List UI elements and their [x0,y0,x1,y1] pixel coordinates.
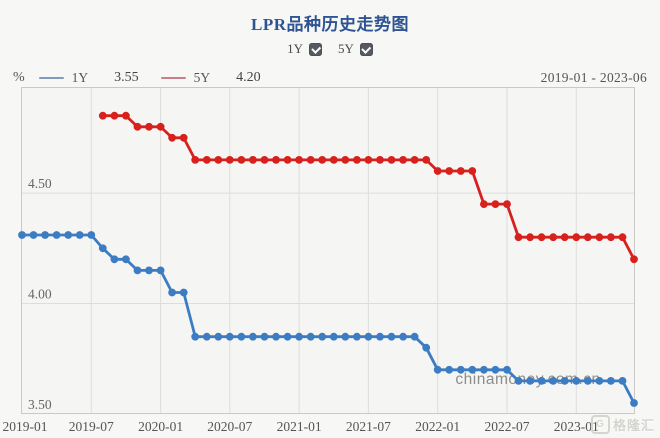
toggle-5y[interactable]: 5Y [338,41,373,57]
page-title: LPR品种历史走势图 [251,15,409,34]
svg-text:2021-07: 2021-07 [346,419,391,434]
plot-area [21,87,635,414]
logo-text: 格隆汇 [612,418,655,433]
toggle-1y[interactable]: 1Y [287,41,322,57]
legend-swatch-5y-icon [160,76,186,80]
svg-text:2021-01: 2021-01 [277,419,322,434]
legend-row: % 1Y 3.55 5Y 4.20 2019-01 - 2023-06 [0,68,660,88]
svg-text:2020-07: 2020-07 [207,419,252,434]
grid-lines-vertical [90,88,577,413]
series-toggles: 1Y 5Y [0,40,660,58]
svg-text:2022-07: 2022-07 [485,419,530,434]
legend-name-1y: 1Y [71,70,89,85]
date-range-label: 2019-01 - 2023-06 [540,70,647,85]
logo-g-icon: G [590,415,610,434]
gelonghui-logo: G 格隆汇 [590,415,655,434]
toggle-1y-label: 1Y [287,41,303,56]
toggle-5y-label: 5Y [338,41,354,56]
series-1y-line [18,231,638,407]
svg-text:4.50: 4.50 [28,176,52,191]
lpr-line-chart: 4.504.003.50chinamoney.com.cn2019-012019… [3,87,638,434]
legend-item-1y: 1Y 3.55 [38,70,139,86]
svg-text:2023-01: 2023-01 [554,419,599,434]
svg-text:3.50: 3.50 [28,397,52,412]
y-axis-labels: 4.50 4.00 3.50 [28,176,52,412]
legend-name-5y: 5Y [193,70,211,85]
checkbox-checked-icon[interactable] [309,42,322,56]
svg-text:2019-07: 2019-07 [69,419,114,434]
legend-item-5y: 5Y 4.20 [160,70,261,86]
checkbox-checked-icon[interactable] [359,42,373,56]
series-5y-line [98,111,638,264]
svg-text:2022-01: 2022-01 [415,419,460,434]
legend-swatch-1y-icon [38,76,64,80]
svg-text:4.00: 4.00 [28,287,52,302]
grid-lines-horizontal [22,192,634,304]
x-axis-labels: 2019-01 2019-07 2020-01 2020-07 2021-01 2021-… [3,419,599,434]
svg-text:2019-01: 2019-01 [3,419,48,434]
legend-value-5y: 4.20 [236,70,261,85]
legend-value-1y: 3.55 [114,70,139,85]
svg-text:2020-01: 2020-01 [138,419,183,434]
y-axis-unit-label: % [13,70,25,85]
